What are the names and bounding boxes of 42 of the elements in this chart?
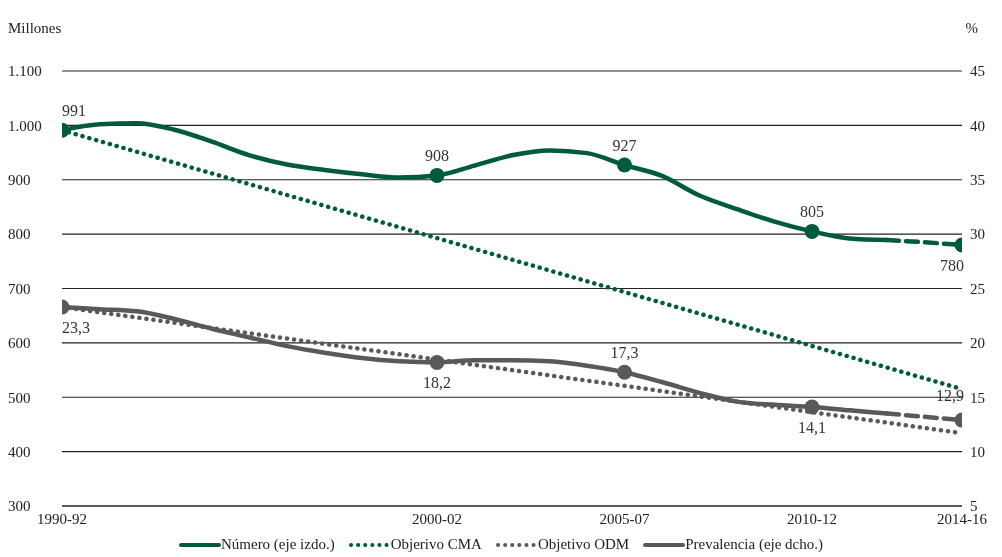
data-label: 927 bbox=[612, 137, 637, 155]
legend-label: Prevalencia (eje dcho.) bbox=[685, 536, 824, 553]
legend-label: Objetivo ODM bbox=[537, 536, 630, 553]
point bbox=[617, 157, 632, 173]
y-tick-label: 800 bbox=[8, 226, 31, 243]
y-tick-label: 500 bbox=[8, 389, 31, 406]
legend-label: Objerivo CMA bbox=[390, 536, 482, 553]
y-tick-label: 400 bbox=[8, 443, 31, 460]
y-axis-title: Millones bbox=[8, 20, 62, 37]
y2-tick-label: 25 bbox=[970, 280, 985, 297]
y2-axis-title: % bbox=[965, 20, 978, 37]
y-tick-label: 1.100 bbox=[8, 63, 42, 80]
y-tick-label: 600 bbox=[8, 335, 31, 352]
x-tick-label: 2010-12 bbox=[787, 510, 837, 527]
legend-label: Número (eje izdo.) bbox=[220, 536, 335, 553]
y2-tick-label: 45 bbox=[970, 63, 985, 80]
x-tick-label: 1990-92 bbox=[37, 510, 87, 527]
data-label: 805 bbox=[800, 203, 824, 221]
data-label: 991 bbox=[62, 102, 86, 120]
point bbox=[804, 399, 820, 415]
y-tick-label: 700 bbox=[8, 280, 31, 297]
data-label: 18,2 bbox=[423, 374, 451, 392]
data-label: 780 bbox=[940, 257, 964, 274]
data-label: 908 bbox=[425, 147, 449, 165]
data-label: 17,3 bbox=[610, 344, 639, 362]
x-tick-label: 2005-07 bbox=[599, 510, 650, 527]
y2-tick-label: 15 bbox=[970, 389, 985, 406]
data-label: 23,3 bbox=[62, 318, 90, 336]
y2-tick-label: 20 bbox=[970, 335, 985, 352]
x-tick-label: 2000-02 bbox=[412, 510, 462, 527]
data-label: 14,1 bbox=[798, 419, 826, 437]
point bbox=[429, 354, 445, 370]
y-tick-label: 300 bbox=[8, 498, 31, 515]
y-tick-label: 1.000 bbox=[8, 117, 42, 134]
point bbox=[429, 167, 445, 183]
y2-tick-label: 35 bbox=[970, 172, 985, 189]
point bbox=[804, 223, 820, 239]
y2-tick-label: 10 bbox=[970, 443, 985, 460]
y-tick-label: 900 bbox=[8, 172, 31, 189]
point bbox=[617, 364, 632, 380]
y2-tick-label: 30 bbox=[970, 226, 985, 243]
y2-tick-label: 40 bbox=[970, 117, 985, 134]
